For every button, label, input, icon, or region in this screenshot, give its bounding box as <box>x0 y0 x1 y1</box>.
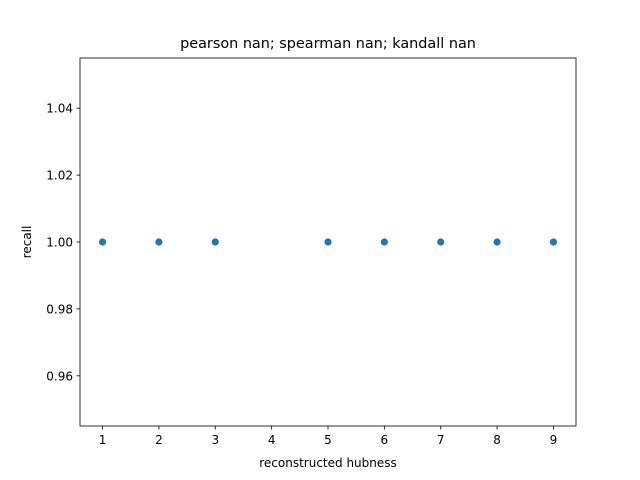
x-tick-label: 2 <box>155 433 163 447</box>
data-point <box>211 238 219 246</box>
y-axis-ticks: 0.96 0.98 1.00 1.02 1.04 <box>46 102 80 383</box>
plot-area-frame <box>79 57 577 427</box>
y-tick-label: 0.96 <box>46 369 73 383</box>
x-axis-label: reconstructed hubness <box>259 456 397 470</box>
y-axis-label: recall <box>20 226 34 259</box>
data-point <box>437 238 445 246</box>
x-tick-label: 7 <box>437 433 445 447</box>
x-tick-label: 1 <box>99 433 107 447</box>
y-tick-label: 1.02 <box>46 169 73 183</box>
y-tick-label: 0.98 <box>46 302 73 316</box>
data-point <box>98 238 107 246</box>
x-tick-label: 3 <box>211 433 219 447</box>
data-point <box>155 238 163 246</box>
y-tick-label: 1.00 <box>46 236 73 250</box>
x-axis-ticks: 1 2 3 4 5 6 7 8 9 <box>99 426 558 447</box>
y-tick-label: 1.04 <box>46 102 73 116</box>
x-tick-label: 5 <box>324 433 332 447</box>
data-point <box>549 238 558 246</box>
x-tick-label: 8 <box>493 433 501 447</box>
data-points <box>98 238 558 246</box>
data-point <box>493 238 501 246</box>
x-tick-label: 9 <box>550 433 558 447</box>
data-point <box>324 238 332 246</box>
x-tick-label: 6 <box>381 433 389 447</box>
chart-title: pearson nan; spearman nan; kandall nan <box>180 36 476 52</box>
x-tick-label: 4 <box>268 433 276 447</box>
data-point <box>380 238 388 246</box>
